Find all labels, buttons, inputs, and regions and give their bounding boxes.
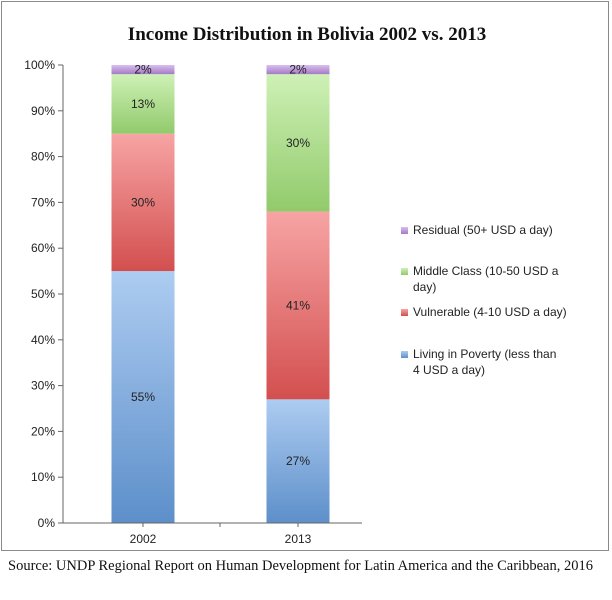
y-tick-label: 40% — [31, 333, 55, 347]
legend-label: Middle Class (10-50 USD a — [413, 264, 559, 278]
y-tick-label: 30% — [31, 379, 55, 393]
data-label: 41% — [286, 298, 310, 312]
bar-segment — [266, 399, 330, 523]
legend-label: 4 USD a day) — [413, 363, 485, 377]
y-tick-label: 70% — [31, 195, 55, 209]
y-tick-label: 0% — [38, 516, 56, 530]
data-label: 30% — [286, 136, 310, 150]
bar-segment — [111, 74, 175, 134]
chart-svg: Income Distribution in Bolivia 2002 vs. … — [24, 24, 567, 546]
y-tick-label: 90% — [31, 104, 55, 118]
legend-label: Vulnerable (4-10 USD a day) — [413, 305, 567, 319]
bar-segment — [266, 211, 330, 400]
x-tick-label: 2002 — [130, 532, 157, 546]
y-tick-label: 80% — [31, 150, 55, 164]
data-label: 2% — [289, 63, 307, 77]
y-tick-label: 60% — [31, 241, 55, 255]
bar-segment — [111, 65, 175, 75]
data-label: 30% — [131, 195, 155, 209]
legend-label: day) — [413, 280, 436, 294]
data-label: 55% — [131, 390, 155, 404]
y-tick-label: 100% — [24, 58, 55, 72]
data-label: 2% — [134, 63, 152, 77]
x-tick-label: 2013 — [285, 532, 312, 546]
data-label: 27% — [286, 454, 310, 468]
data-label: 13% — [131, 97, 155, 111]
bar-segment — [266, 74, 330, 212]
y-tick-label: 50% — [31, 287, 55, 301]
y-tick-label: 20% — [31, 424, 55, 438]
legend-label: Living in Poverty (less than — [413, 347, 556, 361]
legend: Residual (50+ USD a day) Middle Class (10… — [401, 223, 567, 377]
legend-swatch — [401, 351, 408, 358]
chart-title: Income Distribution in Bolivia 2002 vs. … — [128, 24, 486, 45]
legend-swatch — [401, 268, 408, 275]
legend-swatch — [401, 227, 408, 234]
legend-swatch — [401, 309, 408, 316]
source-note: Source: UNDP Regional Report on Human De… — [8, 558, 593, 574]
plot-area: 0% 10% 20% 30% 40% 50% 60% 70% 80% 90% 100% 55% 30% 1… — [24, 58, 362, 546]
bar-segment — [111, 133, 175, 272]
y-tick-label: 10% — [31, 470, 55, 484]
chart-frame: Income Distribution in Bolivia 2002 vs. … — [1, 1, 609, 551]
legend-label: Residual (50+ USD a day) — [413, 223, 553, 237]
bar-segment — [111, 271, 175, 523]
bar-segment — [266, 65, 330, 75]
